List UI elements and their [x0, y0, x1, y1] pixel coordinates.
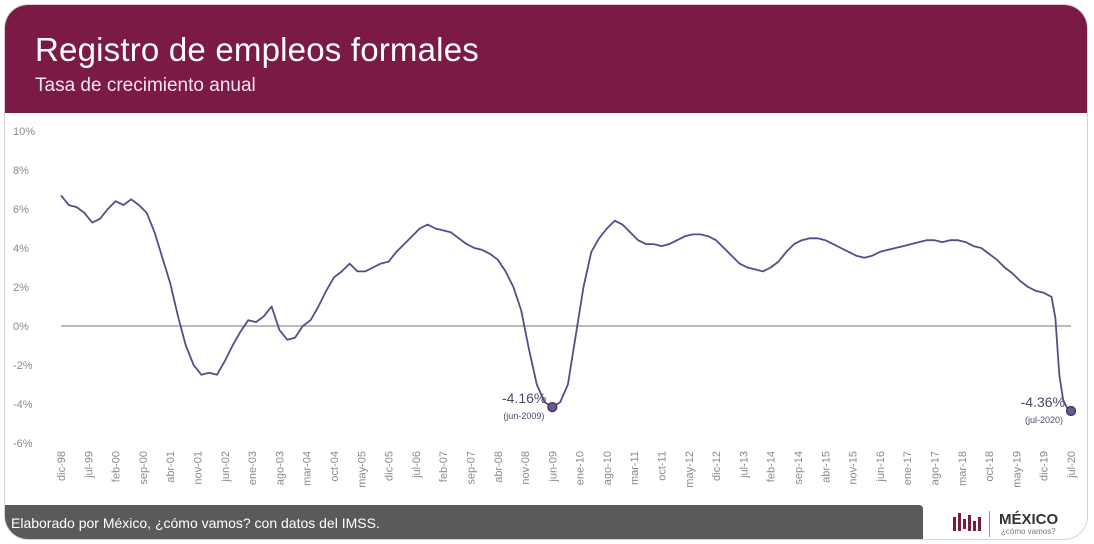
x-tick-label: jul-06 — [411, 451, 423, 479]
x-tick-label: jul-99 — [83, 451, 95, 479]
x-tick-label: abr-15 — [820, 451, 832, 483]
x-tick-label: may-12 — [684, 451, 696, 488]
x-tick-label: ene-17 — [902, 451, 914, 485]
source-footer: Elaborado por México, ¿cómo vamos? con d… — [5, 505, 923, 539]
y-tick-label: 0% — [13, 321, 29, 333]
x-tick-label: dic-05 — [384, 451, 396, 481]
x-tick-label: oct-11 — [657, 451, 669, 481]
x-tick-label: sep-14 — [793, 451, 805, 485]
x-tick-label: may-19 — [1011, 451, 1023, 488]
chart-title: Registro de empleos formales — [35, 31, 479, 68]
x-tick-label: nov-15 — [848, 451, 860, 485]
x-tick-label: jul-20 — [1066, 451, 1078, 479]
y-tick-label: 6% — [13, 204, 29, 216]
x-tick-label: dic-98 — [56, 451, 68, 481]
x-tick-label: mar-11 — [629, 451, 641, 485]
x-tick-label: ago-03 — [274, 451, 286, 485]
y-tick-label: 4% — [13, 243, 29, 255]
x-tick-label: nov-08 — [520, 451, 532, 485]
line-chart: -6% -4% -2% 0% 2% 4% 6% 8% 10% dic-98 jul-99 feb-00… — [13, 126, 1078, 488]
x-tick-label: ago-10 — [602, 451, 614, 485]
series-line — [60, 194, 1072, 412]
annotation-point — [547, 402, 558, 413]
y-tick-label: 2% — [13, 282, 29, 294]
source-note: Elaborado por México, ¿cómo vamos? con d… — [11, 515, 380, 531]
bars-logo-icon — [953, 511, 990, 537]
x-tick-label: dic-19 — [1039, 451, 1051, 481]
chart-subtitle: Tasa de crecimiento anual — [35, 75, 256, 96]
annotation-value-label: -4.36% — [1021, 394, 1065, 410]
x-tick-label: oct-04 — [329, 451, 341, 482]
y-tick-label: -6% — [13, 438, 33, 450]
annotation-value-label: -4.16% — [502, 390, 546, 406]
x-tick-label: dic-12 — [711, 451, 723, 481]
x-tick-label: jun-16 — [875, 451, 887, 483]
x-tick-label: feb-14 — [766, 451, 778, 482]
x-tick-label: ago-17 — [930, 451, 942, 485]
x-tick-label: jul-13 — [738, 451, 750, 479]
x-tick-label: abr-01 — [165, 451, 177, 483]
chart-card: Registro de empleos formales Tasa de cre… — [4, 4, 1088, 540]
x-tick-label: feb-07 — [438, 451, 450, 482]
y-tick-label: 10% — [13, 126, 35, 138]
y-tick-label: -2% — [13, 360, 33, 372]
logo-tagline: ¿cómo vamos? — [1001, 527, 1056, 536]
y-tick-label: 8% — [13, 165, 29, 177]
x-tick-label: nov-01 — [192, 451, 204, 485]
x-tick-label: abr-08 — [493, 451, 505, 483]
x-tick-label: mar-04 — [302, 451, 314, 486]
annotation-point — [1065, 405, 1077, 417]
x-tick-label: oct-18 — [984, 451, 996, 482]
mexico-como-vamos-logo: MÉXICO ¿cómo vamos? — [951, 505, 1081, 539]
x-tick-label: jun-09 — [547, 451, 559, 483]
chart-header: Registro de empleos formales Tasa de cre… — [5, 5, 1087, 113]
annotation-date-label: (jul-2020) — [1025, 415, 1063, 425]
x-tick-label: ene-03 — [247, 451, 259, 485]
x-tick-label: ene-10 — [575, 451, 587, 485]
x-tick-label: sep-07 — [465, 451, 477, 485]
x-tick-label: may-05 — [356, 451, 368, 488]
x-tick-label: sep-00 — [138, 451, 150, 485]
logo-wordmark: MÉXICO — [999, 511, 1059, 528]
x-tick-label: mar-18 — [957, 451, 969, 486]
annotation-date-label: (jun-2009) — [503, 411, 544, 421]
y-tick-label: -4% — [13, 399, 33, 411]
x-tick-label: feb-00 — [111, 451, 123, 482]
x-tick-label: jun-02 — [220, 451, 232, 483]
